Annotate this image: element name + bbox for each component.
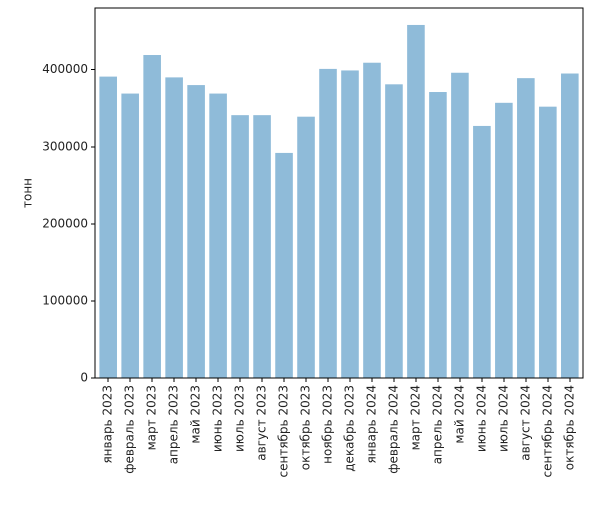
bars-group (99, 24, 579, 379)
bar (517, 78, 535, 379)
bar (407, 24, 425, 379)
x-tick-label: август 2024 (518, 385, 532, 461)
x-tick-label: октябрь 2023 (299, 385, 313, 470)
bar (363, 62, 381, 378)
x-tick-label: март 2024 (408, 385, 422, 450)
bar (473, 125, 491, 378)
x-tick-label: октябрь 2024 (562, 385, 576, 470)
bar (429, 92, 447, 379)
x-tick-label: июль 2024 (496, 385, 510, 452)
bar (561, 73, 579, 379)
bar (165, 77, 183, 379)
bar (385, 84, 403, 378)
x-tick-label: декабрь 2023 (342, 385, 356, 472)
x-tick-label: июль 2023 (233, 385, 247, 452)
axes-frame (94, 7, 584, 379)
y-tick-label: 200000 (42, 216, 88, 230)
bar (451, 72, 469, 378)
x-tick-label: сентябрь 2023 (277, 385, 291, 477)
bar (121, 93, 139, 378)
y-axis-ticks: 0 100000 200000 300000 400000 (42, 62, 95, 385)
bar (99, 76, 117, 378)
bar (275, 152, 293, 378)
x-tick-label: сентябрь 2024 (540, 385, 554, 477)
bar (539, 106, 557, 379)
bar (319, 68, 337, 379)
x-tick-label: ноябрь 2023 (321, 385, 335, 464)
y-tick-label: 300000 (42, 139, 88, 153)
x-tick-label: январь 2024 (364, 385, 378, 464)
bar (231, 115, 249, 379)
x-tick-label: июнь 2024 (474, 385, 488, 452)
x-tick-label: апрель 2023 (167, 385, 181, 464)
x-tick-label: февраль 2024 (386, 385, 400, 474)
bar (143, 55, 161, 379)
x-tick-label: апрель 2024 (430, 385, 444, 464)
x-tick-label: июнь 2023 (211, 385, 225, 452)
bar (297, 116, 315, 378)
bar (495, 102, 513, 378)
plot-frame (94, 7, 584, 379)
y-axis-label: тонн (21, 178, 35, 208)
bar (187, 85, 205, 378)
y-tick-label: 400000 (42, 62, 88, 76)
y-tick-label: 100000 (42, 293, 88, 307)
x-tick-label: февраль 2023 (123, 385, 137, 474)
x-tick-label: май 2024 (452, 385, 466, 444)
bar (253, 115, 271, 379)
x-tick-label: май 2023 (189, 385, 203, 444)
x-tick-label: август 2023 (255, 385, 269, 461)
x-tick-label: март 2023 (145, 385, 159, 450)
x-tick-label: январь 2023 (101, 385, 115, 464)
x-axis-ticks: январь 2023 февраль 2023 март 2023 апрель 2… (101, 378, 576, 477)
bar (341, 70, 359, 378)
bar (209, 93, 227, 378)
y-tick-label: 0 (80, 371, 88, 385)
